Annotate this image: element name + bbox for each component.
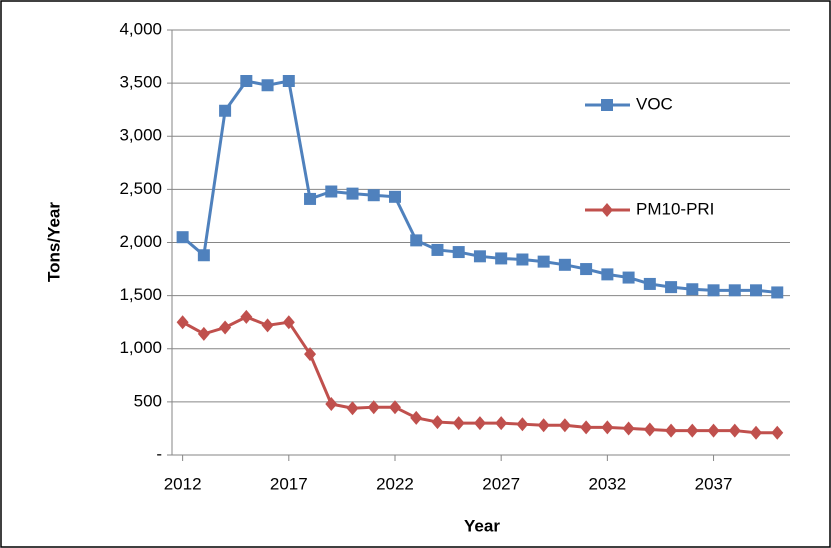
marker [431, 415, 444, 430]
marker [750, 425, 763, 440]
marker [261, 79, 274, 92]
marker [601, 420, 614, 435]
marker [771, 286, 784, 299]
legend-label: PM10-PRI [636, 199, 714, 218]
marker [686, 283, 699, 296]
marker [643, 277, 656, 290]
marker [197, 249, 210, 262]
marker [516, 417, 529, 432]
marker [643, 422, 656, 437]
marker [558, 258, 571, 271]
x-tick-label: 2022 [376, 474, 414, 493]
x-tick-label: 2017 [270, 474, 308, 493]
y-tick-label: 3,000 [119, 126, 162, 145]
marker [367, 400, 380, 415]
marker [601, 268, 614, 281]
marker [601, 203, 613, 217]
marker [197, 326, 210, 341]
marker [516, 253, 529, 266]
marker [473, 416, 486, 431]
marker [325, 397, 338, 411]
marker [707, 284, 720, 297]
x-axis-title: Year [464, 516, 500, 535]
marker [452, 246, 465, 259]
marker [388, 190, 401, 203]
x-tick-label: 2037 [695, 474, 733, 493]
x-tick-label: 2027 [482, 474, 520, 493]
marker [580, 420, 593, 435]
y-tick-label: 2,500 [119, 179, 162, 198]
marker [495, 252, 508, 265]
marker [219, 104, 232, 117]
marker [580, 263, 593, 276]
marker [665, 423, 678, 438]
marker [176, 231, 189, 244]
marker [219, 320, 232, 335]
x-tick-label: 2012 [164, 474, 202, 493]
marker [686, 423, 699, 438]
marker [601, 99, 613, 111]
marker [261, 318, 274, 333]
marker [537, 418, 550, 433]
marker [537, 255, 550, 268]
marker [388, 400, 401, 415]
y-tick-label: 3,500 [119, 73, 162, 92]
marker [282, 75, 295, 87]
legend-label: VOC [636, 94, 673, 113]
marker [304, 192, 317, 205]
marker [304, 347, 317, 362]
y-tick-label: 1,500 [119, 285, 162, 304]
y-tick-label: 4,000 [119, 19, 162, 38]
x-tick-label: 2032 [588, 474, 626, 493]
marker [495, 416, 508, 431]
marker [176, 315, 189, 330]
marker [665, 281, 678, 294]
marker [346, 187, 359, 200]
marker [431, 243, 444, 256]
marker [558, 418, 571, 433]
marker [473, 250, 486, 263]
marker [728, 284, 741, 297]
marker [750, 284, 763, 297]
y-tick-label: 500 [134, 391, 162, 410]
marker [325, 185, 338, 198]
y-tick-label: 1,000 [119, 338, 162, 357]
marker [410, 410, 423, 425]
marker [728, 423, 741, 438]
marker [240, 75, 253, 87]
marker [707, 423, 720, 438]
marker [622, 271, 635, 284]
y-axis-title: Tons/Year [44, 202, 63, 282]
marker [622, 421, 635, 436]
y-tick-label: 2,000 [119, 232, 162, 251]
marker [410, 234, 423, 247]
marker [240, 309, 253, 324]
y-tick-label: - [156, 444, 162, 463]
marker [346, 401, 359, 416]
marker [282, 315, 295, 330]
marker [452, 416, 465, 431]
marker [367, 189, 380, 202]
marker [771, 425, 784, 440]
